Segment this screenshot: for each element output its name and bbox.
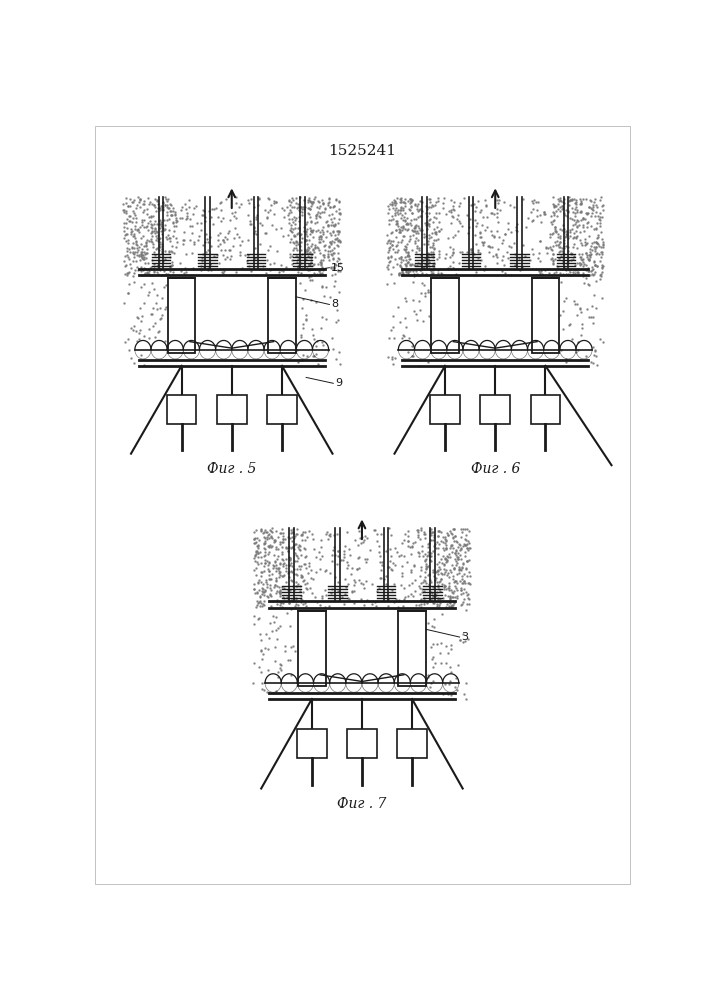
- Bar: [268, 278, 296, 353]
- Bar: [298, 611, 326, 686]
- Bar: [397, 729, 427, 758]
- Bar: [398, 611, 426, 686]
- Text: 15: 15: [331, 263, 345, 273]
- Bar: [168, 278, 195, 353]
- Text: Фиг . 7: Фиг . 7: [337, 797, 387, 811]
- Bar: [267, 395, 297, 424]
- Bar: [480, 395, 510, 424]
- Bar: [217, 395, 247, 424]
- Bar: [347, 729, 377, 758]
- Text: 9: 9: [335, 378, 342, 388]
- Bar: [167, 395, 197, 424]
- Text: Фиг . 6: Фиг . 6: [471, 462, 520, 476]
- Bar: [431, 278, 459, 353]
- Text: Фиг . 5: Фиг . 5: [207, 462, 257, 476]
- Text: 8: 8: [331, 299, 338, 309]
- Bar: [297, 729, 327, 758]
- Text: 1525241: 1525241: [328, 144, 396, 158]
- Bar: [430, 395, 460, 424]
- Bar: [530, 395, 561, 424]
- Bar: [532, 278, 559, 353]
- Text: 3: 3: [461, 632, 468, 642]
